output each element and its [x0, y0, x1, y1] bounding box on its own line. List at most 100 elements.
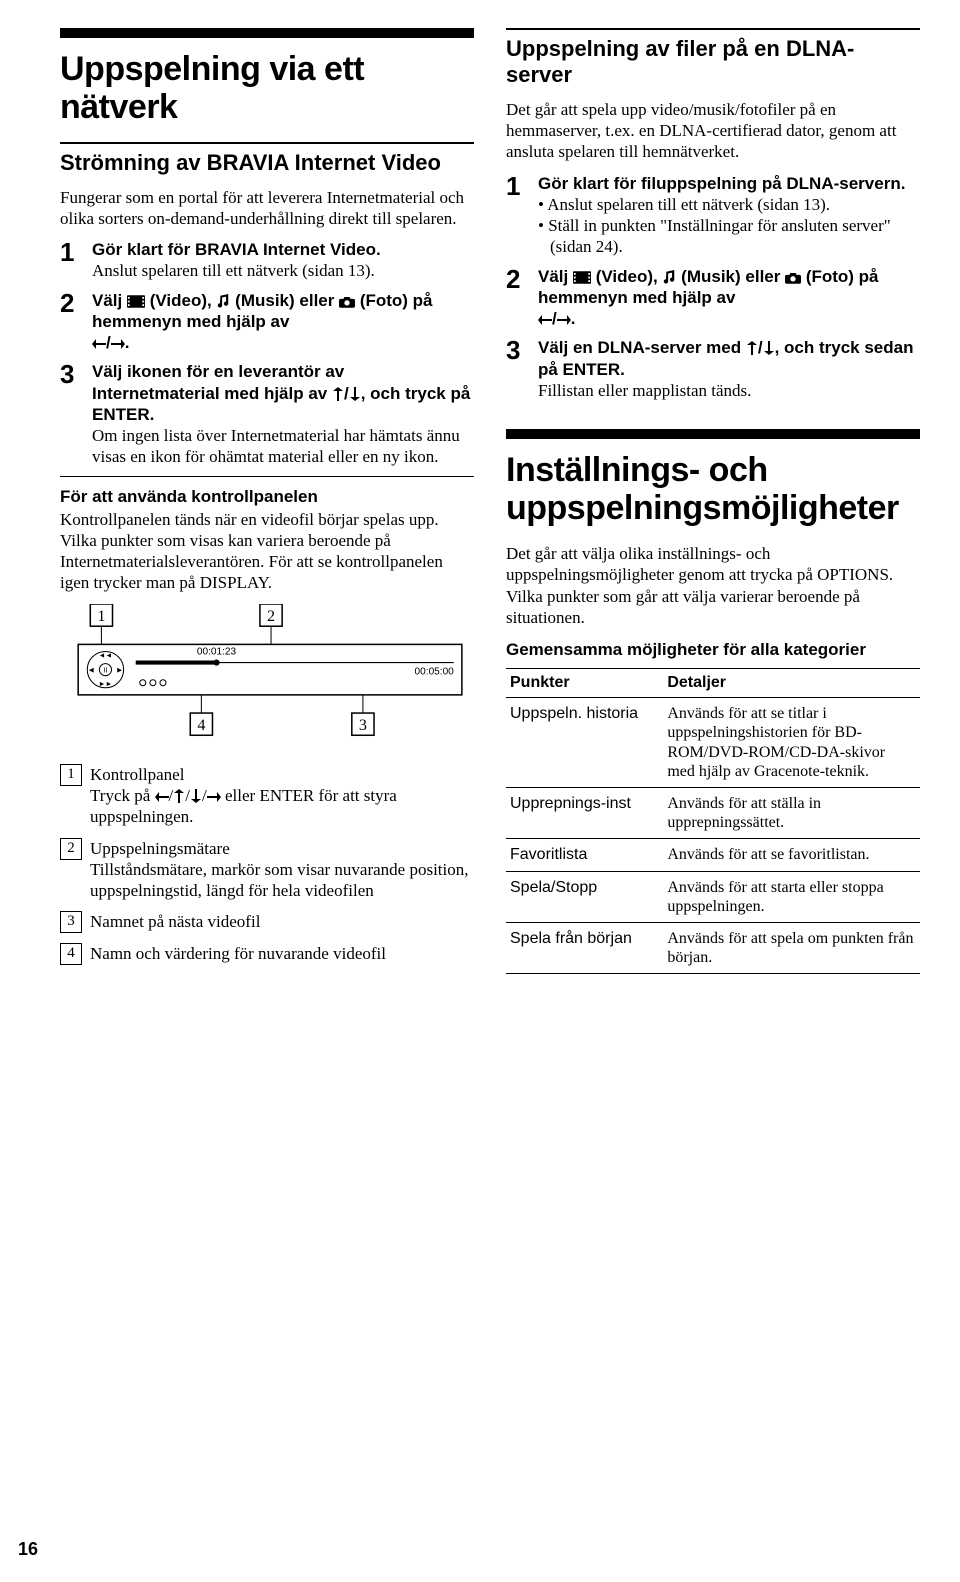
text: Välj ikonen för en leverantör av Interne…: [92, 362, 344, 402]
step-1: 1 Gör klart för filuppspelning på DLNA-s…: [506, 173, 920, 258]
svg-text:00:05:00: 00:05:00: [415, 666, 455, 677]
rule: [60, 28, 474, 38]
cell: Uppspeln. historia: [506, 698, 663, 788]
step-number: 3: [60, 361, 82, 467]
step-2: 2 Välj (Video), (Musik) eller (Foto) på …: [506, 266, 920, 330]
arrow-left-icon: [92, 338, 106, 350]
section-intro: Det går att välja olika inställnings- oc…: [506, 543, 920, 628]
arrow-up-icon: [173, 789, 185, 803]
text: (Musik) eller: [676, 267, 785, 286]
page-title: Inställnings- och uppspelningsmöjlighete…: [506, 451, 920, 527]
divider: [60, 476, 474, 477]
section-heading: Strömning av BRAVIA Internet Video: [60, 142, 474, 176]
svg-text:00:01:23: 00:01:23: [197, 646, 237, 657]
legend-text: Namn och värdering för nuvarande videofi…: [90, 943, 474, 965]
step-number: 1: [60, 239, 82, 282]
arrow-up-icon: [332, 387, 344, 401]
legend-item-4: 4 Namn och värdering för nuvarande video…: [60, 943, 474, 965]
legend-number: 4: [60, 943, 82, 965]
cell: Används för att spela om punkten från bö…: [663, 922, 920, 973]
step-number: 2: [60, 290, 82, 354]
music-icon: [662, 270, 676, 284]
table-row: Spela/StoppAnvänds för att starta eller …: [506, 871, 920, 922]
text: Kontrollpanel: [90, 765, 184, 784]
step-3: 3 Välj ikonen för en leverantör av Inter…: [60, 361, 474, 467]
table-row: FavoritlistaAnvänds för att se favoritli…: [506, 839, 920, 871]
control-panel-diagram: 1 2 ◄◄ ►► ◄ ► II 00:01:23 00: [60, 604, 474, 750]
paragraph-heading: För att använda kontrollpanelen: [60, 487, 474, 507]
legend-item-2: 2 Uppspelningsmätare Tillståndsmätare, m…: [60, 838, 474, 902]
video-icon: [573, 271, 591, 284]
video-icon: [127, 295, 145, 308]
diagram-svg: 1 2 ◄◄ ►► ◄ ► II 00:01:23 00: [60, 604, 474, 745]
cell: Används för att se favoritlistan.: [663, 839, 920, 871]
cell: Används för att se titlar i uppspelnings…: [663, 698, 920, 788]
photo-icon: [339, 295, 355, 308]
table-row: Uppspeln. historiaAnvänds för att se tit…: [506, 698, 920, 788]
section-intro: Det går att spela upp video/musik/fotofi…: [506, 99, 920, 163]
svg-text:◄: ◄: [87, 665, 95, 674]
section-heading: Uppspelning av filer på en DLNA-server: [506, 28, 920, 89]
arrow-left-icon: [538, 314, 552, 326]
table-caption: Gemensamma möjligheter för alla kategori…: [506, 640, 920, 660]
rule: [506, 429, 920, 439]
step-body: Anslut spelaren till ett nätverk (sidan …: [92, 260, 474, 281]
step-3: 3 Välj en DLNA-server med /, och tryck s…: [506, 337, 920, 401]
svg-text:II: II: [103, 667, 107, 674]
legend-number: 2: [60, 838, 82, 860]
bullet: • Anslut spelaren till ett nätverk (sida…: [538, 194, 920, 215]
text: .: [571, 309, 576, 328]
text: Tillståndsmätare, markör som visar nuvar…: [90, 860, 469, 900]
text: (Video),: [591, 267, 662, 286]
table-header: Punkter: [506, 669, 663, 698]
text: .: [125, 333, 130, 352]
cell: Används för att starta eller stoppa upps…: [663, 871, 920, 922]
arrow-down-icon: [349, 387, 361, 401]
svg-text:►►: ►►: [98, 680, 112, 687]
table-row: Spela från börjanAnvänds för att spela o…: [506, 922, 920, 973]
step-title: Välj (Video), (Musik) eller (Foto) på he…: [538, 266, 920, 330]
left-column: Uppspelning via ett nätverk Strömning av…: [60, 28, 474, 975]
arrow-up-icon: [746, 341, 758, 355]
cell: Spela från början: [506, 922, 663, 973]
arrow-right-icon: [557, 314, 571, 326]
section-intro: Fungerar som en portal för att leverera …: [60, 187, 474, 230]
legend-text: Namnet på nästa videofil: [90, 911, 474, 933]
right-column: Uppspelning av filer på en DLNA-server D…: [506, 28, 920, 975]
step-2: 2 Välj (Video), (Musik) eller (Foto) på …: [60, 290, 474, 354]
step-title: Gör klart för BRAVIA Internet Video.: [92, 239, 474, 260]
svg-text:3: 3: [359, 717, 367, 734]
step-body: Om ingen lista över Internetmaterial har…: [92, 425, 474, 468]
step-title: Välj ikonen för en leverantör av Interne…: [92, 361, 474, 425]
svg-text:►: ►: [116, 665, 124, 674]
cell: Upprepnings-inst: [506, 787, 663, 838]
page-title: Uppspelning via ett nätverk: [60, 50, 474, 126]
text: Välj en DLNA-server med: [538, 338, 746, 357]
legend-number: 3: [60, 911, 82, 933]
cell: Används för att ställa in upprepningssät…: [663, 787, 920, 838]
text: (Musik) eller: [230, 291, 339, 310]
step-title: Gör klart för filuppspelning på DLNA-ser…: [538, 173, 920, 194]
text: Välj: [92, 291, 127, 310]
svg-text:1: 1: [97, 608, 105, 625]
step-1: 1 Gör klart för BRAVIA Internet Video. A…: [60, 239, 474, 282]
music-icon: [216, 294, 230, 308]
bullet: • Ställ in punkten "Inställningar för an…: [538, 215, 920, 258]
legend-number: 1: [60, 764, 82, 786]
step-title: Välj (Video), (Musik) eller (Foto) på he…: [92, 290, 474, 354]
table-header: Detaljer: [663, 669, 920, 698]
text: Uppspelningsmätare: [90, 839, 230, 858]
step-number: 2: [506, 266, 528, 330]
arrow-down-icon: [190, 789, 202, 803]
arrow-right-icon: [207, 791, 221, 803]
photo-icon: [785, 271, 801, 284]
cell: Spela/Stopp: [506, 871, 663, 922]
svg-text:◄◄: ◄◄: [98, 652, 112, 659]
text: (Video),: [145, 291, 216, 310]
legend-item-3: 3 Namnet på nästa videofil: [60, 911, 474, 933]
svg-text:4: 4: [197, 717, 205, 734]
legend-text: Kontrollpanel Tryck på /// eller ENTER f…: [90, 764, 474, 828]
options-table: Punkter Detaljer Uppspeln. historiaAnvän…: [506, 668, 920, 974]
svg-text:2: 2: [267, 608, 275, 625]
legend-text: Uppspelningsmätare Tillståndsmätare, mar…: [90, 838, 474, 902]
